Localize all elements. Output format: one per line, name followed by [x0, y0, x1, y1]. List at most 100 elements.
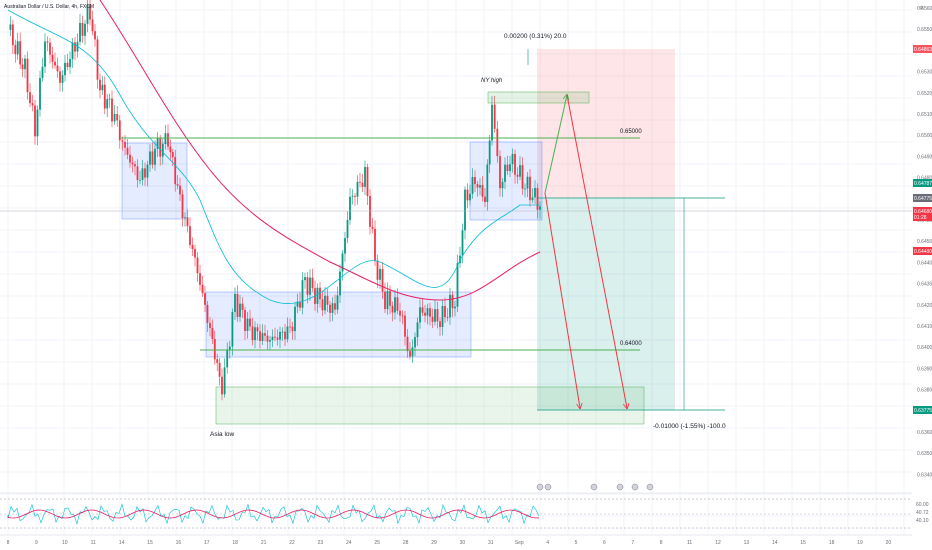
candle-body [279, 331, 281, 340]
candle-body [276, 337, 279, 340]
candle-body [49, 42, 51, 55]
candle-body [524, 188, 526, 190]
candle-body [521, 165, 524, 189]
candle-body [218, 362, 221, 377]
candle-body [401, 315, 404, 317]
x-tick-label: 30 [460, 540, 466, 546]
candle-body [491, 104, 493, 141]
candle-body [231, 311, 234, 347]
candle-body [209, 322, 211, 329]
y-tick-label: 0.65000 [917, 133, 932, 139]
osc-line [7, 503, 540, 525]
candle-body [31, 103, 34, 106]
candle-body [474, 177, 476, 185]
candle-body [84, 23, 86, 36]
candle-body [341, 253, 344, 272]
x-axis: 8 9 10 11 14 15 16 17 18 21 22 23 24 25 28 29 30 31 Sep 4 5 6… [0, 534, 912, 546]
candle-body [304, 277, 306, 281]
candle-body [194, 249, 196, 258]
stop-zone [537, 49, 675, 198]
candle-body [29, 92, 31, 104]
candle-body [61, 75, 64, 83]
candle-body [69, 58, 71, 68]
candle-body [336, 295, 339, 310]
candle-body [364, 166, 366, 187]
x-tick-label: 29 [431, 540, 437, 546]
candle-body [26, 58, 29, 93]
candle-body [179, 185, 181, 195]
candle-body [464, 189, 466, 231]
candle-body [484, 196, 486, 202]
price-tag-label: 0.64775 [914, 196, 932, 202]
candle-body [9, 24, 12, 30]
x-tick-label: Sep [515, 540, 524, 546]
price-tag [913, 45, 932, 53]
candle-body [504, 164, 506, 182]
candle-body [189, 226, 191, 245]
ma-fast-line [7, 9, 540, 304]
candle-body [154, 148, 156, 165]
price-tag-label: 0.63775 [914, 408, 932, 414]
candle-body [184, 217, 186, 219]
candle-body [316, 287, 319, 304]
candle-body [19, 41, 22, 65]
candle-body [251, 326, 254, 341]
candle-body [246, 318, 249, 331]
candle-body [426, 308, 429, 316]
x-tick-label: 12 [715, 540, 721, 546]
candle-body [469, 193, 471, 201]
candle-body [118, 120, 121, 141]
candle-body [136, 166, 139, 181]
candle-body [414, 337, 416, 348]
candle-body [236, 293, 239, 317]
y-tick-label: 0.64000 [917, 345, 932, 351]
theme-toggle-icon[interactable]: ☼ [918, 5, 925, 11]
candle-body [46, 41, 49, 43]
candle-body [94, 31, 96, 40]
event-icon [590, 483, 598, 491]
candle-body [356, 181, 359, 197]
candle-body [384, 291, 386, 310]
candle-body [339, 271, 341, 296]
candle-body [256, 327, 259, 332]
x-tick-label: 11 [91, 540, 96, 546]
candle-body [36, 109, 39, 137]
candle-body [376, 260, 379, 280]
x-tick-label: 15 [147, 540, 153, 546]
candle-body [514, 153, 516, 175]
x-tick-label: 9 [35, 540, 38, 546]
price-tag-label: 0.64680 [914, 209, 932, 215]
x-tick-label: 4 [546, 540, 549, 546]
candle-body [301, 280, 304, 308]
candle-body [349, 196, 351, 221]
candle-body [476, 184, 479, 188]
x-tick-label: 8 [7, 540, 10, 546]
candle-body [536, 187, 539, 210]
candle-body [451, 294, 454, 309]
candle-body [531, 197, 534, 201]
candle-body [221, 376, 223, 395]
candle-body [344, 238, 346, 254]
candle-body [404, 315, 406, 337]
candle-body [481, 185, 484, 197]
arrow-down [566, 94, 627, 408]
candle-body [71, 42, 74, 59]
candle-body [131, 162, 134, 165]
candle-body [126, 147, 129, 155]
event-icon [544, 483, 552, 491]
candle-body [519, 165, 521, 177]
candle-body [244, 310, 246, 331]
x-tick-label: 11 [687, 540, 692, 546]
osc-tick-label: 60.00 [916, 502, 929, 508]
x-tick-label: 17 [204, 540, 210, 546]
symbol-title: Australian Dollar / U.S. Dollar, 4h, FXC… [4, 4, 95, 10]
candle-body [441, 306, 444, 328]
candle-body [266, 335, 269, 342]
candle-body [79, 22, 81, 42]
